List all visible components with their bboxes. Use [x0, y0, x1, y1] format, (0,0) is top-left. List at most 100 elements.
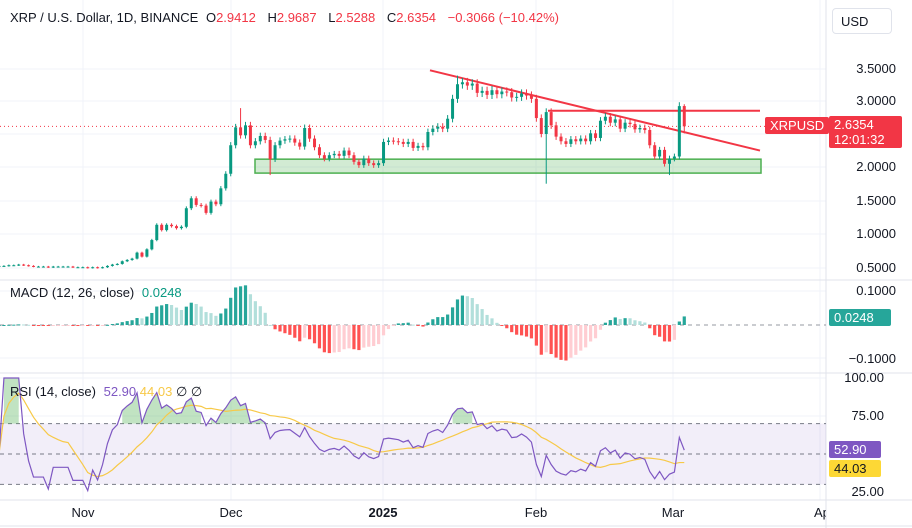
- macd-histogram-bar: [569, 325, 573, 358]
- symbol-legend: XRP / U.S. Dollar, 1D, BINANCE O2.9412 H…: [10, 10, 563, 25]
- macd-histogram-bar: [416, 325, 420, 326]
- na-icon: ∅: [175, 384, 188, 399]
- price-axis-label: 3.5000: [856, 61, 896, 76]
- candle-body: [559, 136, 563, 142]
- candle-body: [56, 266, 60, 268]
- macd-histogram-bar: [86, 325, 90, 326]
- macd-histogram-bar: [362, 325, 366, 348]
- candle-body: [115, 263, 119, 265]
- candle-body: [480, 90, 484, 93]
- macd-histogram-bar: [278, 325, 282, 332]
- candle-body: [308, 128, 312, 139]
- macd-histogram-bar: [253, 301, 257, 325]
- open-label: O: [205, 10, 217, 25]
- candle-body: [91, 267, 95, 269]
- high-label: H: [267, 10, 277, 25]
- macd-histogram-bar: [12, 324, 16, 326]
- macd-histogram-bar: [337, 325, 341, 353]
- rsi-overbought-fill: [452, 408, 473, 424]
- candle-body: [27, 265, 31, 267]
- candle-body: [145, 249, 149, 257]
- macd-histogram-bar: [17, 324, 21, 326]
- candle-body: [441, 126, 445, 129]
- macd-histogram-bar: [71, 325, 75, 326]
- price-axis-label: 1.0000: [856, 226, 896, 241]
- candle-body: [534, 98, 538, 119]
- macd-value-tag: 0.0248: [829, 309, 891, 326]
- macd-histogram-bar: [544, 325, 548, 353]
- open-value: 2.9412: [216, 10, 256, 25]
- low-value: 2.5288: [335, 10, 376, 25]
- macd-histogram-bar: [179, 309, 184, 325]
- macd-histogram-bar: [593, 325, 598, 339]
- macd-histogram-bar: [623, 318, 627, 325]
- macd-histogram-bar: [214, 315, 218, 325]
- candle-body: [658, 149, 662, 157]
- macd-histogram-bar: [224, 308, 228, 325]
- macd-value: 0.0248: [141, 285, 182, 300]
- candle-body: [589, 133, 593, 142]
- candle-body: [229, 145, 233, 174]
- low-label: L: [328, 10, 336, 25]
- macd-histogram-bar: [431, 319, 435, 325]
- candle-body: [416, 145, 420, 148]
- symbol-price-tag: XRPUSD: [765, 117, 830, 134]
- time-axis-label: Apr: [814, 505, 826, 520]
- close-value: 2.6354: [396, 10, 437, 25]
- candle-body: [386, 140, 390, 142]
- candle-body: [263, 135, 267, 140]
- candle-body: [76, 267, 80, 269]
- macd-histogram-bar: [130, 320, 134, 325]
- macd-histogram-bar: [391, 325, 395, 326]
- macd-histogram-bar: [199, 306, 203, 325]
- candle-body: [603, 116, 607, 121]
- change-value: −0.3066 (−10.42%): [447, 10, 559, 25]
- candle-body: [663, 149, 667, 164]
- macd-histogram-bar: [322, 325, 326, 353]
- candle-body: [0, 265, 1, 267]
- candle-body: [352, 155, 356, 162]
- ohlc-high: H2.9687: [267, 10, 320, 25]
- macd-histogram-bar: [446, 314, 450, 325]
- candle-body: [174, 226, 178, 229]
- candle-body: [244, 125, 247, 136]
- macd-histogram-bar: [411, 324, 415, 326]
- candle-body: [46, 266, 50, 268]
- macd-histogram-bar: [204, 312, 208, 325]
- candle-body: [515, 96, 519, 98]
- candle-body: [544, 112, 548, 134]
- candle-body: [32, 265, 36, 267]
- time-axis-label: Nov: [71, 505, 95, 520]
- macd-histogram-bar: [455, 299, 460, 325]
- macd-histogram-bar: [381, 325, 386, 336]
- macd-histogram-bar: [470, 297, 474, 325]
- candle-body: [86, 267, 90, 269]
- macd-histogram-bar: [426, 322, 430, 325]
- candle-body: [273, 145, 277, 160]
- candle-body: [485, 90, 489, 95]
- candle-body: [317, 147, 321, 156]
- macd-histogram-bar: [465, 296, 469, 325]
- macd-histogram-bar: [613, 317, 617, 325]
- macd-histogram-bar: [273, 325, 277, 330]
- candle-body: [17, 264, 21, 266]
- macd-label: MACD (12, 26, close): [10, 285, 135, 300]
- rsi-ma-value-tag: 44.03: [829, 460, 881, 477]
- macd-histogram-bar: [450, 307, 455, 325]
- candle-body: [283, 139, 287, 141]
- currency-button[interactable]: USD: [832, 8, 892, 34]
- macd-histogram-bar: [51, 325, 55, 326]
- macd-histogram-bar: [534, 325, 538, 346]
- macd-histogram-bar: [0, 325, 1, 326]
- candle-body: [322, 155, 326, 159]
- candle-body: [303, 128, 307, 147]
- candle-body: [278, 140, 282, 146]
- candle-body: [653, 145, 657, 157]
- candle-body: [170, 224, 174, 227]
- macd-histogram-bar: [22, 324, 26, 326]
- candle-body: [613, 119, 617, 123]
- macd-histogram-bar: [298, 325, 302, 342]
- candle-body: [165, 224, 169, 231]
- candle-body: [135, 252, 139, 259]
